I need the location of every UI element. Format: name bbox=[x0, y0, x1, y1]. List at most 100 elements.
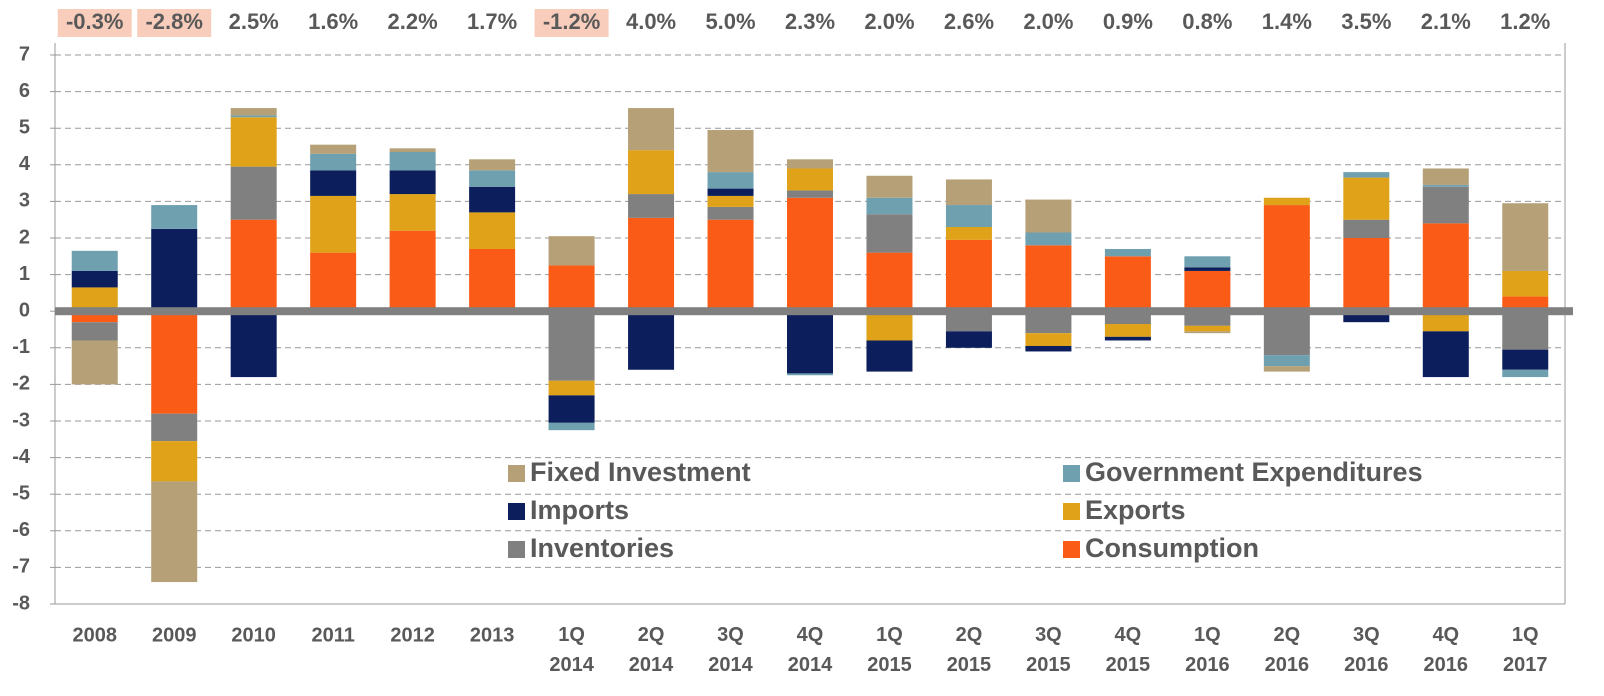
bar-segment bbox=[707, 172, 754, 189]
bar-segment bbox=[548, 395, 595, 423]
x-tick-label: 2Q 2015 bbox=[947, 624, 992, 676]
bar-segment bbox=[1422, 311, 1469, 332]
bar-segment bbox=[548, 380, 595, 396]
legend-label: Government Expenditures bbox=[1085, 457, 1423, 487]
y-tick-label: 2 bbox=[19, 226, 30, 248]
bar-segment bbox=[787, 197, 833, 312]
bar-segment bbox=[1263, 311, 1310, 356]
legend-swatch bbox=[1063, 503, 1080, 520]
bar-segment bbox=[628, 194, 675, 218]
y-tick-label: 6 bbox=[19, 80, 30, 102]
bar-segment bbox=[866, 175, 913, 198]
gdp-label: 2.0% bbox=[1023, 9, 1073, 34]
x-tick-label: 2009 bbox=[152, 624, 197, 646]
bar-segment bbox=[1422, 168, 1469, 185]
gdp-label: 1.6% bbox=[308, 9, 358, 34]
bar-segment bbox=[389, 230, 436, 312]
x-tick-label: 2011 bbox=[311, 624, 354, 646]
y-tick-label: 0 bbox=[19, 299, 30, 321]
bar-segment bbox=[469, 159, 516, 171]
gdp-label: 2.2% bbox=[388, 9, 438, 34]
bar-segment bbox=[310, 144, 357, 154]
gdp-label: 0.9% bbox=[1103, 9, 1153, 34]
bar-segment bbox=[945, 331, 992, 348]
x-tick-label: 4Q 2014 bbox=[788, 624, 833, 676]
gdp-label: 2.6% bbox=[944, 9, 994, 34]
bar-segment bbox=[230, 219, 277, 312]
bar-segment bbox=[1263, 355, 1310, 367]
legend-label: Inventories bbox=[530, 533, 674, 563]
bar-segment bbox=[945, 311, 992, 332]
gdp-label: -1.2% bbox=[543, 9, 600, 34]
legend-swatch bbox=[508, 503, 525, 520]
bar-segment bbox=[707, 130, 754, 173]
bar-segment bbox=[628, 150, 675, 195]
bar-segment bbox=[548, 311, 595, 381]
bar-segment bbox=[707, 206, 754, 220]
x-tick-label: 3Q 2014 bbox=[708, 624, 753, 676]
gdp-label: 4.0% bbox=[626, 9, 676, 34]
y-tick-label: 4 bbox=[19, 153, 31, 175]
bar-segment bbox=[230, 117, 277, 167]
bar-segment bbox=[1422, 331, 1469, 378]
bar-segment bbox=[1184, 270, 1231, 312]
bar-segment bbox=[389, 151, 436, 171]
bar-segment bbox=[787, 168, 833, 191]
bar-segment bbox=[1422, 223, 1469, 312]
bar-segment bbox=[1025, 345, 1072, 352]
bar-segment bbox=[628, 217, 675, 312]
x-tick-label: 2013 bbox=[470, 624, 515, 646]
gdp-label: 1.7% bbox=[467, 9, 517, 34]
gdp-label: 2.5% bbox=[229, 9, 279, 34]
bar-segment bbox=[1343, 177, 1390, 220]
gdp-label: -2.8% bbox=[145, 9, 202, 34]
bar-segment bbox=[945, 179, 992, 206]
bar-segment bbox=[1502, 311, 1549, 350]
bar-segment bbox=[945, 227, 992, 240]
bar-segment bbox=[310, 252, 357, 312]
bar-segment bbox=[787, 311, 833, 374]
gdp-label: 5.0% bbox=[705, 9, 755, 34]
bar-segment bbox=[1104, 324, 1151, 337]
bar-segment bbox=[71, 287, 118, 312]
y-tick-label: -2 bbox=[12, 373, 30, 395]
x-tick-label: 4Q 2015 bbox=[1106, 624, 1151, 676]
x-tick-label: 2012 bbox=[390, 624, 435, 646]
bar-segment bbox=[310, 170, 357, 196]
gdp-label: 3.5% bbox=[1341, 9, 1391, 34]
bar-segment bbox=[707, 195, 754, 207]
bar-segment bbox=[548, 422, 595, 431]
y-tick-label: 1 bbox=[19, 263, 30, 285]
bar-segment bbox=[1184, 267, 1231, 271]
bar-segment bbox=[945, 205, 992, 228]
bar-segment bbox=[866, 214, 913, 253]
legend-swatch bbox=[508, 541, 525, 558]
bar-segment bbox=[310, 153, 357, 171]
gdp-label: 1.2% bbox=[1500, 9, 1550, 34]
y-tick-label: -4 bbox=[12, 446, 31, 468]
x-tick-label: 3Q 2015 bbox=[1026, 624, 1071, 676]
bar-segment bbox=[389, 194, 436, 231]
legend-swatch bbox=[508, 465, 525, 482]
bar-segment bbox=[230, 115, 277, 118]
negative-highlight bbox=[137, 9, 212, 37]
bar-segment bbox=[1104, 336, 1151, 341]
bar-segment bbox=[151, 205, 198, 229]
bar-segment bbox=[866, 311, 913, 341]
bar-segment bbox=[548, 265, 595, 312]
bar-segment bbox=[1343, 219, 1390, 238]
bar-segment bbox=[230, 108, 277, 116]
bar-segment bbox=[151, 413, 198, 442]
bar-segment bbox=[71, 250, 118, 271]
bar-segment bbox=[1184, 325, 1231, 332]
bar-segment bbox=[1263, 205, 1310, 312]
bar-segment bbox=[707, 188, 754, 196]
legend-label: Fixed Investment bbox=[530, 457, 751, 487]
legend-label: Imports bbox=[530, 495, 629, 525]
bar-segment bbox=[230, 311, 277, 378]
bar-segment bbox=[1343, 172, 1390, 178]
bar-segment bbox=[1422, 186, 1469, 224]
bar-segment bbox=[787, 373, 833, 376]
bar-segment bbox=[707, 219, 754, 312]
